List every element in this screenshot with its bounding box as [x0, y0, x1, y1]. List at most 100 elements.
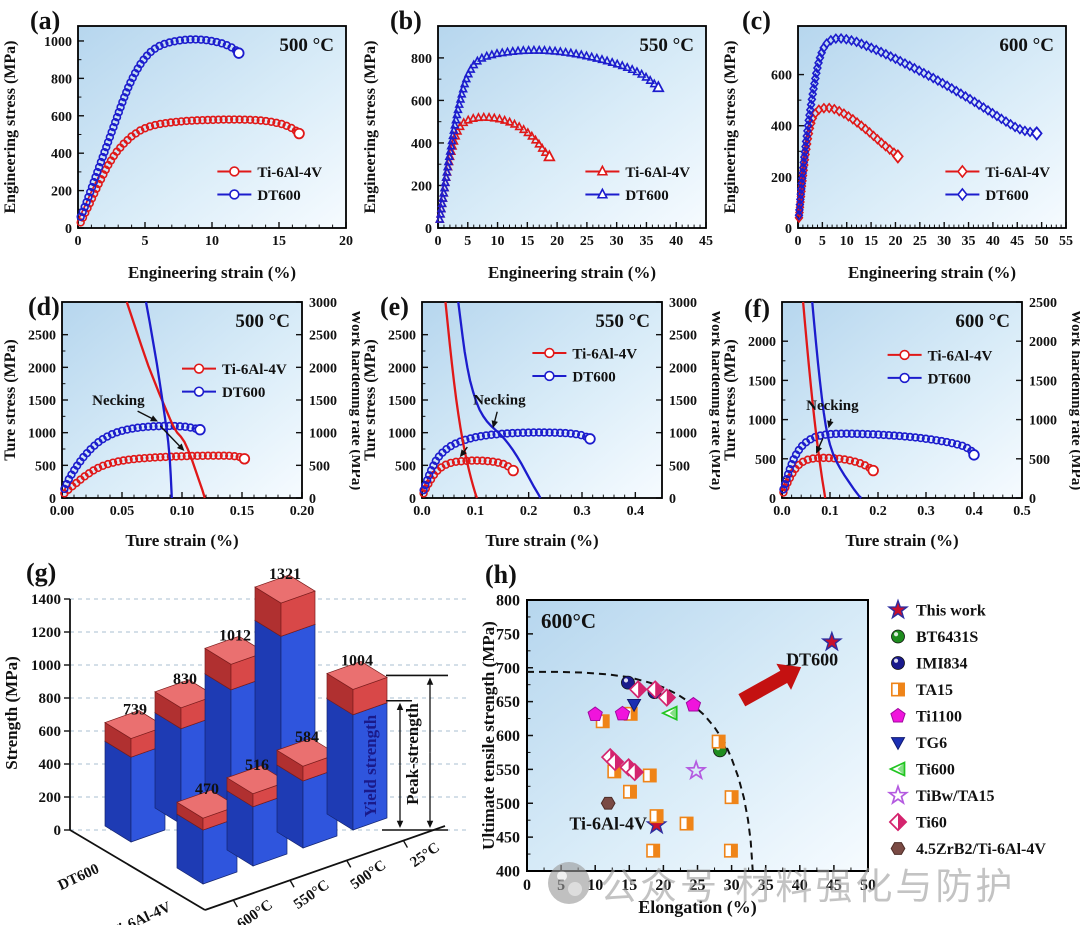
svg-text:0.05: 0.05 [110, 504, 135, 519]
svg-text:Ture strain (%): Ture strain (%) [485, 531, 598, 550]
svg-text:1000: 1000 [28, 427, 56, 442]
svg-text:DT600: DT600 [786, 650, 838, 670]
svg-text:2000: 2000 [669, 361, 697, 376]
panel-d: (d) 0.00 0.05 0.10 0.15 0.20 0 500 1000 1500 2000… [0, 290, 360, 558]
svg-text:2500: 2500 [388, 329, 416, 344]
svg-text:0.5: 0.5 [1013, 504, 1031, 519]
svg-text:10: 10 [491, 234, 505, 249]
svg-text:25°C: 25°C [407, 840, 442, 871]
svg-text:DT600: DT600 [985, 188, 1028, 204]
svg-text:0.2: 0.2 [869, 504, 887, 519]
panel-label-a: (a) [30, 6, 61, 35]
svg-text:TA15: TA15 [916, 682, 953, 699]
svg-text:1500: 1500 [309, 394, 337, 409]
svg-text:2500: 2500 [28, 329, 56, 344]
panel-label-f: (f) [744, 294, 770, 323]
svg-text:0.2: 0.2 [520, 504, 538, 519]
svg-text:BT6431S: BT6431S [916, 629, 978, 646]
svg-text:45: 45 [1010, 234, 1024, 249]
svg-text:400: 400 [51, 147, 72, 162]
svg-text:0: 0 [769, 492, 776, 507]
panel-label-d: (d) [28, 292, 60, 321]
svg-text:40: 40 [669, 234, 683, 249]
svg-text:35: 35 [639, 234, 653, 249]
svg-text:1200: 1200 [31, 625, 61, 641]
svg-text:500 °C: 500 °C [279, 35, 334, 56]
svg-text:0: 0 [75, 234, 82, 249]
svg-text:0.1: 0.1 [821, 504, 839, 519]
svg-text:600: 600 [771, 69, 792, 84]
svg-text:700: 700 [496, 660, 520, 677]
svg-text:Ti-6Al-4V: Ti-6Al-4V [569, 814, 647, 834]
svg-text:Ti-6Al-4V: Ti-6Al-4V [108, 899, 174, 925]
svg-text:600 °C: 600 °C [999, 35, 1054, 56]
svg-text:Ture stress (MPa): Ture stress (MPa) [362, 339, 379, 460]
svg-text:30: 30 [610, 234, 624, 249]
svg-text:20: 20 [888, 234, 902, 249]
svg-text:800: 800 [411, 52, 432, 67]
svg-text:1000: 1000 [309, 427, 337, 442]
svg-text:1321: 1321 [269, 566, 301, 583]
chart-b-engineering-stress-strain-550C: 0 5 10 15 20 25 30 35 40 45 0 200 400 600 800 Ti-6Al-4V… [362, 25, 713, 282]
svg-text:0: 0 [435, 234, 442, 249]
svg-text:3000: 3000 [669, 296, 697, 311]
svg-text:800: 800 [39, 691, 62, 707]
svg-text:Ti600: Ti600 [916, 762, 955, 779]
svg-text:0.3: 0.3 [573, 504, 591, 519]
panel-label-e: (e) [380, 292, 409, 321]
panel-label-h: (h) [485, 560, 517, 589]
svg-text:500: 500 [35, 459, 56, 474]
svg-text:45: 45 [826, 877, 842, 894]
svg-text:400: 400 [771, 120, 792, 135]
svg-text:0.0: 0.0 [773, 504, 791, 519]
svg-text:15: 15 [621, 877, 637, 894]
chart-e-true-stress-hardening-550C: 0.0 0.1 0.2 0.3 0.4 0 500 1000 1500 2000 2500 0 500 1… [362, 296, 720, 550]
svg-text:600 °C: 600 °C [955, 311, 1010, 332]
svg-text:0.15: 0.15 [230, 504, 255, 519]
svg-text:Ti-6Al-4V: Ti-6Al-4V [222, 362, 287, 378]
svg-text:20: 20 [655, 877, 671, 894]
panel-f: (f) 0.0 0.1 0.2 0.3 0.4 0.5 0 500 1000 1500 2000 0 5… [720, 290, 1080, 558]
watermark-text: 公众号·材料强化与防护 [600, 866, 1016, 907]
svg-text:DT600: DT600 [257, 188, 300, 204]
svg-text:Engineering stress (MPa): Engineering stress (MPa) [722, 40, 739, 213]
chart-g-3d-strength-bars: 0 200 400 600 800 1000 1200 1400 Strength (MPa) 6… [2, 566, 466, 925]
svg-text:Ture stress (MPa): Ture stress (MPa) [722, 339, 739, 460]
panel-g: (g) 0 200 400 600 800 1000 1200 1400 Strength (M… [0, 558, 480, 925]
svg-text:Engineering strain (%): Engineering strain (%) [848, 263, 1016, 282]
svg-text:500: 500 [309, 459, 330, 474]
svg-text:400: 400 [39, 757, 62, 773]
svg-text:470: 470 [195, 781, 219, 798]
svg-text:IMI834: IMI834 [916, 656, 968, 673]
svg-text:2000: 2000 [748, 335, 776, 350]
svg-text:516: 516 [245, 757, 269, 774]
svg-text:550 °C: 550 °C [595, 311, 650, 332]
svg-text:DT600: DT600 [56, 861, 102, 894]
svg-text:15: 15 [520, 234, 534, 249]
svg-text:2000: 2000 [28, 361, 56, 376]
svg-text:15: 15 [272, 234, 286, 249]
svg-text:1000: 1000 [1029, 414, 1057, 429]
chart-a-engineering-stress-strain-500C: 0 5 10 15 2002004006008001000Ti-6Al-4VDT6005… [2, 25, 353, 282]
svg-text:584: 584 [295, 729, 319, 746]
svg-text:Ti-6Al-4V: Ti-6Al-4V [985, 165, 1050, 181]
svg-text:Necking: Necking [473, 393, 526, 409]
svg-text:200: 200 [39, 790, 62, 806]
svg-text:1000: 1000 [31, 658, 61, 674]
svg-text:25: 25 [913, 234, 927, 249]
svg-text:2500: 2500 [309, 329, 337, 344]
svg-text:Ultimate tensile strength (MPa: Ultimate tensile strength (MPa) [480, 621, 498, 850]
svg-text:30: 30 [937, 234, 951, 249]
svg-text:55: 55 [1059, 234, 1073, 249]
svg-text:0: 0 [785, 222, 792, 237]
svg-text:This work: This work [916, 603, 986, 620]
svg-text:50: 50 [1035, 234, 1049, 249]
svg-text:Ture strain (%): Ture strain (%) [845, 531, 958, 550]
chart-c-engineering-stress-strain-600C: 0 5 10 15 20 25 30 35 40 45 50 55 0 200 400 600 Ti-6Al-4… [722, 25, 1073, 282]
svg-text:10: 10 [587, 877, 603, 894]
svg-text:Ti-6Al-4V: Ti-6Al-4V [572, 346, 637, 362]
svg-text:Peak-strength: Peak-strength [403, 703, 422, 805]
svg-text:Engineering stress (MPa): Engineering stress (MPa) [2, 40, 19, 213]
svg-text:650: 650 [496, 694, 520, 711]
svg-text:Necking: Necking [92, 393, 145, 409]
